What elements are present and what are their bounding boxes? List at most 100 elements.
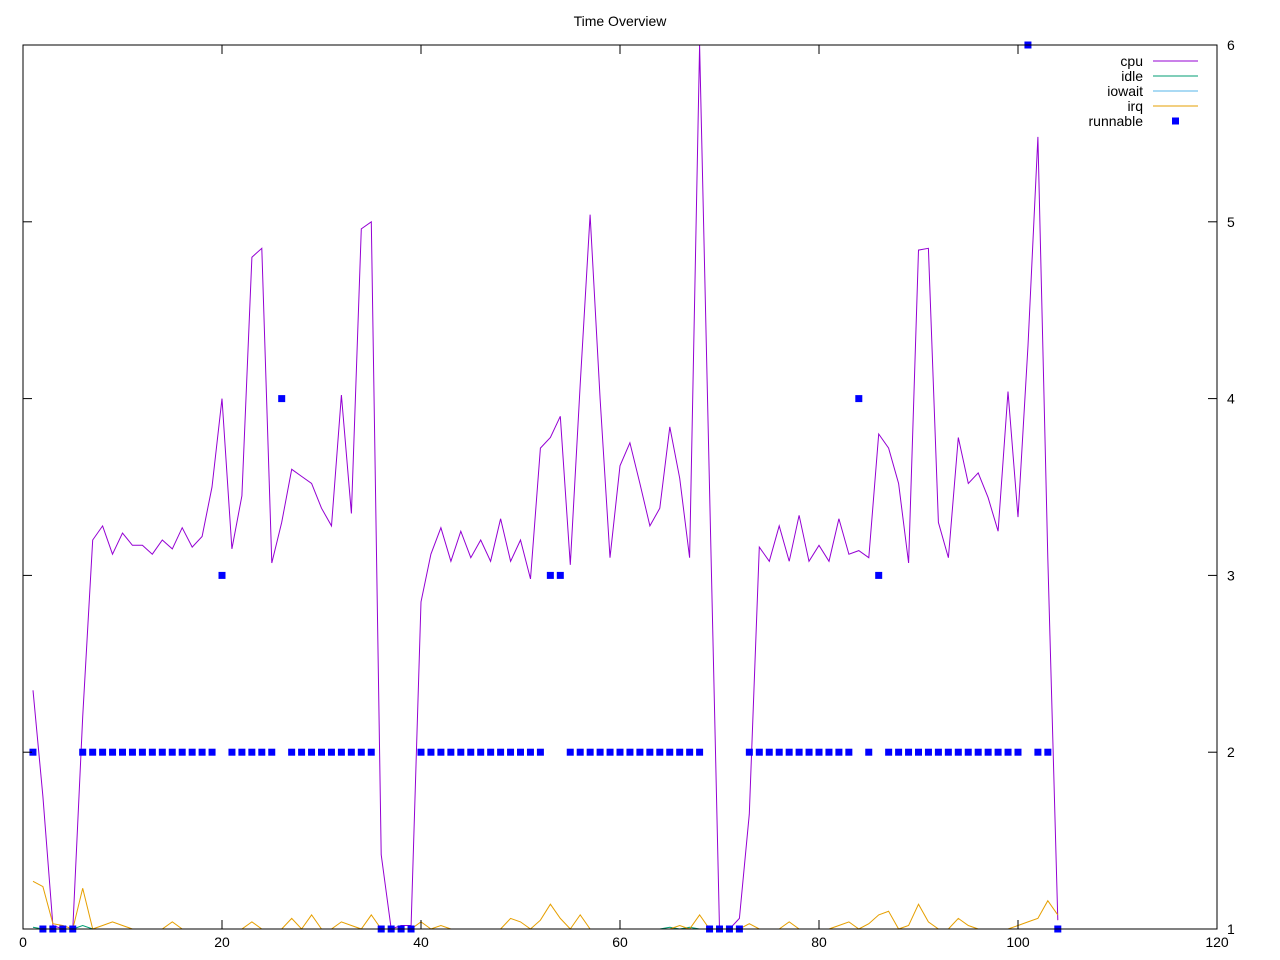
series-point-runnable [875,571,883,579]
series-point-runnable [1044,748,1052,756]
series-point-runnable [994,748,1002,756]
legend-label-irq: irq [1127,98,1143,114]
series-point-runnable [606,748,614,756]
series-point-runnable [178,748,186,756]
series-point-runnable [337,748,345,756]
series-point-runnable [357,748,365,756]
x-tick-label: 100 [1006,934,1030,950]
x-tick-label: 60 [612,934,628,950]
series-point-runnable [576,748,584,756]
y-tick-label: 1 [1227,921,1235,937]
series-point-runnable [188,748,196,756]
series-point-runnable [696,748,704,756]
x-tick-label: 0 [19,934,27,950]
series-point-runnable [1004,748,1012,756]
series-point-runnable [785,748,793,756]
series-point-runnable [497,748,505,756]
series-point-runnable [308,748,316,756]
series-point-runnable [228,748,236,756]
y-tick-label: 3 [1227,567,1235,583]
series-point-runnable [218,571,226,579]
series-point-runnable [536,748,544,756]
y-tick-label: 2 [1227,744,1235,760]
series-point-runnable [656,748,664,756]
series-point-runnable [487,748,495,756]
series-point-runnable [566,748,574,756]
series-point-runnable [79,748,87,756]
series-point-runnable [138,748,146,756]
series-point-runnable [477,748,485,756]
x-tick-label: 20 [214,934,230,950]
series-point-runnable [845,748,853,756]
series-point-runnable [755,748,763,756]
series-point-runnable [915,748,922,756]
x-tick-label: 80 [811,934,827,950]
series-point-runnable [745,748,753,756]
y-tick-label: 4 [1227,391,1235,407]
series-point-runnable [89,748,97,756]
series-point-runnable [288,748,296,756]
series-point-runnable [596,748,604,756]
series-point-runnable [964,748,972,756]
legend-label-idle: idle [1121,68,1143,84]
legend-label-runnable: runnable [1089,113,1144,129]
series-point-runnable [507,748,515,756]
series-point-runnable [447,748,455,756]
series-point-runnable [885,748,893,756]
series-point-runnable [457,748,465,756]
series-point-runnable [278,395,286,403]
series-point-runnable [974,748,982,756]
series-point-runnable [666,748,674,756]
plot-area [29,41,1062,933]
series-point-runnable [586,748,594,756]
series-point-runnable [248,748,256,756]
series-point-runnable [99,748,107,756]
series-point-runnable [347,748,355,756]
series-point-runnable [676,748,684,756]
x-tick-label: 40 [413,934,429,950]
series-point-runnable [1014,748,1022,756]
legend-label-iowait: iowait [1107,83,1143,99]
series-point-runnable [825,748,833,756]
series-point-runnable [905,748,913,756]
series-point-runnable [517,748,524,756]
series-point-runnable [805,748,813,756]
series-point-runnable [865,748,873,756]
series-point-runnable [526,748,534,756]
series-point-runnable [1034,748,1042,756]
series-point-runnable [855,395,863,403]
series-point-runnable [198,748,206,756]
series-point-runnable [984,748,992,756]
series-point-runnable [208,748,216,756]
series-point-runnable [934,748,942,756]
series-point-runnable [835,748,843,756]
series-point-runnable [556,571,564,579]
series-point-runnable [686,748,694,756]
series-point-runnable [417,748,425,756]
series-line-irq [32,880,1059,930]
series-point-runnable [318,748,325,756]
series-point-runnable [367,748,375,756]
series-point-runnable [467,748,475,756]
series-point-runnable [268,748,276,756]
series-point-runnable [128,748,136,756]
series-point-runnable [765,748,773,756]
series-point-runnable [775,748,783,756]
series-point-runnable [258,748,266,756]
series-point-runnable [626,748,634,756]
series-point-runnable [636,748,644,756]
series-point-runnable [119,748,126,756]
series-point-runnable [616,748,624,756]
series-point-runnable [895,748,903,756]
series-point-runnable [29,748,37,756]
series-point-runnable [944,748,952,756]
chart-title: Time Overview [574,13,668,29]
series-point-runnable [327,748,335,756]
series-point-runnable [298,748,306,756]
series-point-runnable [437,748,445,756]
series-line-cpu [32,44,1059,930]
series-point-runnable [148,748,156,756]
series-point-runnable [168,748,176,756]
